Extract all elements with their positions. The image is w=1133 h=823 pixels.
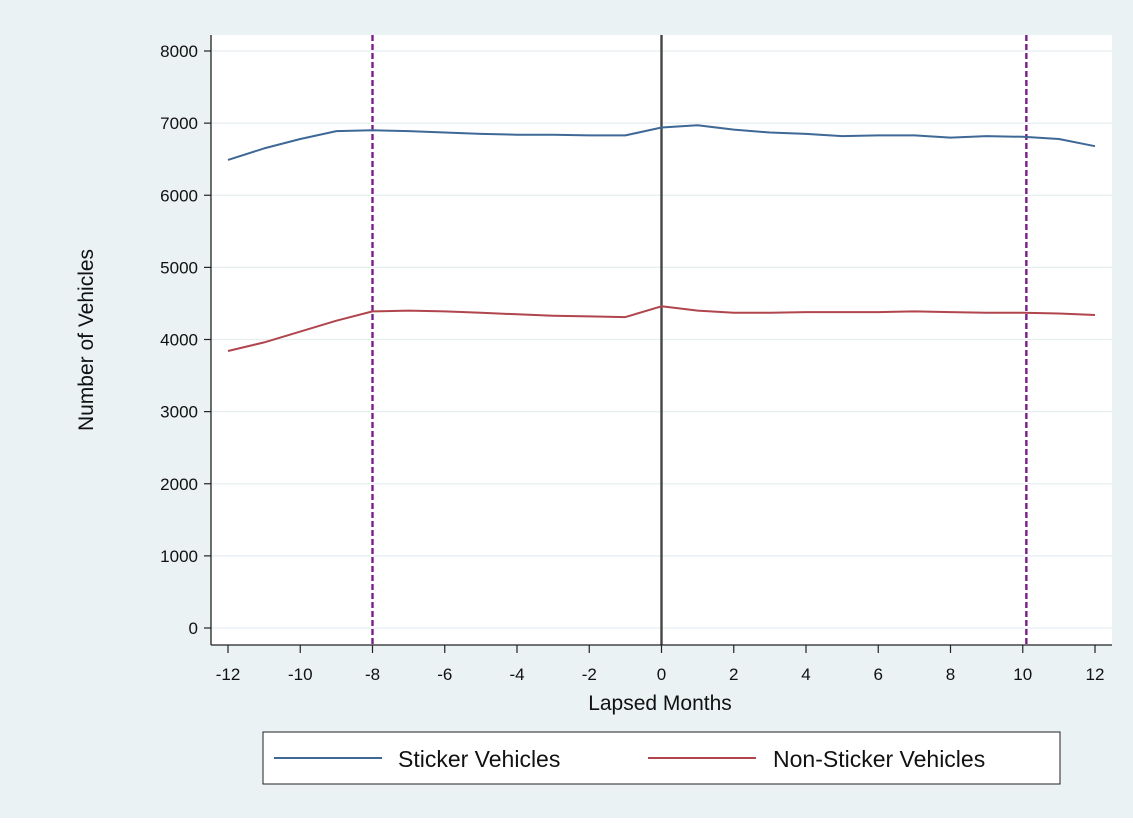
- series-line-sticker: [227, 124, 1096, 161]
- series-line-non-sticker: [227, 305, 1096, 352]
- axes: 0 1000 2000 3000 4000 5000 6000 7000 8000 -12 -10 -…: [160, 35, 1112, 684]
- y-tick-label: 1000: [160, 547, 198, 566]
- y-tick-label: 2000: [160, 475, 198, 494]
- y-tick-label: 4000: [160, 331, 198, 350]
- x-tick-label: 6: [874, 665, 883, 684]
- x-tick-label: 8: [946, 665, 955, 684]
- x-tick-label: -2: [582, 665, 597, 684]
- x-tick-label: -10: [288, 665, 313, 684]
- y-tick-label: 5000: [160, 258, 198, 277]
- x-tick-label: -12: [216, 665, 241, 684]
- y-tick-label: 7000: [160, 114, 198, 133]
- y-axis-label: Number of Vehicles: [75, 249, 98, 431]
- y-tick-label: 3000: [160, 403, 198, 422]
- x-tick-label: 12: [1086, 665, 1105, 684]
- x-axis-label: Lapsed Months: [588, 692, 732, 715]
- x-tick-label: 0: [657, 665, 666, 684]
- x-tick-label: -6: [437, 665, 452, 684]
- x-tick-label: -4: [509, 665, 524, 684]
- series-lines: [227, 124, 1096, 352]
- x-tick-label: -8: [365, 665, 380, 684]
- legend-label-sticker: Sticker Vehicles: [398, 746, 560, 772]
- legend-label-non-sticker: Non-Sticker Vehicles: [773, 746, 985, 772]
- y-tick-label: 0: [189, 619, 198, 638]
- x-tick-label: 10: [1013, 665, 1032, 684]
- x-tick-label: 2: [729, 665, 738, 684]
- y-tick-label: 6000: [160, 186, 198, 205]
- y-tick-label: 8000: [160, 42, 198, 61]
- x-tick-label: 4: [801, 665, 810, 684]
- legend: Sticker Vehicles Non-Sticker Vehicles: [262, 731, 1061, 785]
